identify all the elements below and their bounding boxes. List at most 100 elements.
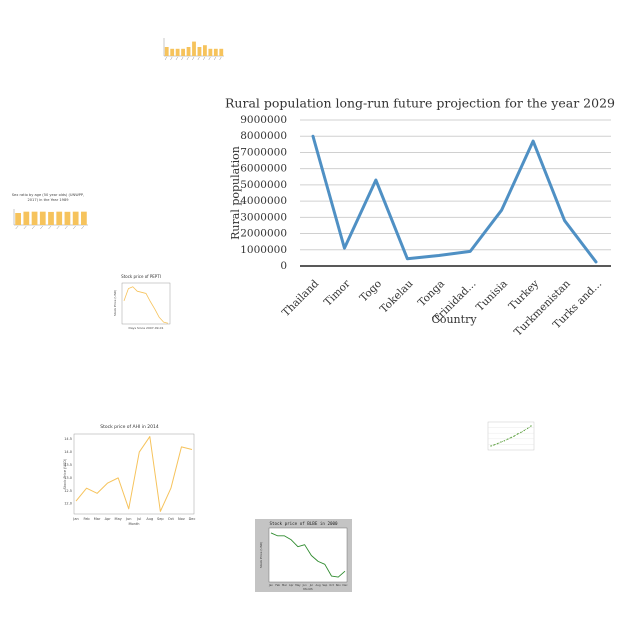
x-tick-mark bbox=[170, 56, 173, 61]
x-tick-label: May bbox=[115, 517, 122, 521]
x-tick-mark bbox=[40, 225, 43, 230]
sex-ratio-title: Sex ratio by age (50 year olds) (UNWPP, … bbox=[11, 193, 85, 202]
y-tick-label: 13.0 bbox=[64, 476, 72, 480]
y-tick-label: 4000000 bbox=[240, 195, 287, 207]
data-point bbox=[520, 431, 522, 434]
y-tick-label: 9000000 bbox=[240, 114, 287, 126]
bar bbox=[186, 47, 191, 56]
x-tick-label: Dec bbox=[342, 583, 348, 587]
ahi-chart: Jan Feb Mar Apr May Jun Jul Aug Sep Oct Nov Dec 12.0… bbox=[63, 433, 195, 526]
y-tick-label: 6000000 bbox=[240, 163, 287, 175]
plot-area bbox=[73, 433, 195, 515]
x-tick-label: Oct bbox=[168, 517, 175, 521]
bar bbox=[39, 211, 46, 225]
green-line-chart bbox=[487, 421, 535, 451]
data-point bbox=[516, 433, 519, 435]
x-tick-mark bbox=[186, 56, 189, 61]
x-tick-label: Jun bbox=[125, 517, 131, 521]
x-tick-mark bbox=[197, 56, 200, 61]
bar bbox=[81, 211, 87, 225]
y-tick-label: 3000000 bbox=[240, 211, 287, 223]
data-point bbox=[500, 441, 502, 443]
x-tick-label: Sep bbox=[322, 583, 327, 587]
x-tick-label: Mar bbox=[282, 583, 288, 587]
bar bbox=[164, 47, 169, 56]
series-line bbox=[311, 134, 598, 264]
data-point bbox=[503, 440, 506, 442]
x-tick-label: Jan bbox=[268, 583, 273, 587]
y-tick-label: 5000000 bbox=[240, 179, 287, 191]
bar bbox=[175, 48, 180, 56]
bar bbox=[192, 41, 196, 56]
pfe-title: Stock price of PEPTI bbox=[121, 274, 161, 279]
bar bbox=[56, 211, 63, 225]
x-tick-label: Jul bbox=[309, 583, 313, 587]
mini-chart-pfe: Stock price of PEPTI Days Since 2007-09-… bbox=[110, 274, 172, 332]
chart-title: Rural population long-run future project… bbox=[225, 96, 615, 111]
bar bbox=[208, 48, 213, 56]
y-tick-label: 12.5 bbox=[64, 489, 72, 493]
blbe-title: Stock price of BLBE in 2000 bbox=[269, 521, 338, 526]
x-tick-mark bbox=[164, 56, 167, 61]
top-bar-chart bbox=[163, 38, 224, 61]
series-line bbox=[270, 532, 346, 578]
data-point bbox=[526, 427, 529, 430]
x-tick-mark bbox=[175, 56, 178, 61]
series-line bbox=[123, 286, 169, 324]
data-point bbox=[513, 435, 516, 437]
x-tick-label: Feb bbox=[83, 517, 90, 521]
y-tick-label: 8000000 bbox=[240, 130, 287, 142]
bar bbox=[181, 48, 185, 56]
bar bbox=[15, 213, 21, 225]
data-point bbox=[506, 438, 509, 440]
x-tick-label: Jul bbox=[136, 517, 141, 521]
bar bbox=[170, 48, 175, 56]
bar bbox=[31, 211, 38, 225]
bar bbox=[48, 211, 54, 225]
x-tick-label: Mar bbox=[94, 517, 101, 521]
bar bbox=[23, 211, 30, 225]
plot-area bbox=[121, 282, 171, 325]
y-axis-label: Stock Price (USD) bbox=[113, 290, 117, 316]
bar bbox=[203, 45, 207, 56]
x-tick-label: Togo bbox=[358, 278, 385, 305]
y-tick-label: 12.0 bbox=[64, 502, 72, 506]
x-tick-label: Turkmenistan bbox=[512, 278, 573, 339]
x-tick-mark bbox=[23, 225, 27, 230]
pfe-chart: Days Since 2007-09-01 Stock Price (USD) bbox=[113, 282, 171, 330]
x-tick-mark bbox=[48, 225, 52, 230]
plot-area bbox=[487, 421, 535, 451]
y-axis-label: Rural population bbox=[229, 146, 242, 240]
y-tick-label: 14.5 bbox=[64, 437, 72, 441]
data-point bbox=[490, 445, 492, 447]
mini-chart-sex-ratio: Sex ratio by age (50 year olds) (UNWPP, … bbox=[10, 193, 90, 238]
x-tick-mark bbox=[213, 56, 217, 61]
x-tick-mark bbox=[64, 225, 68, 230]
x-axis-label: Country bbox=[431, 313, 477, 326]
mini-chart-blbe: Stock price of BLBE in 2000 Jan Feb Mar Apr… bbox=[255, 519, 352, 592]
ahi-title: Stock price of AHI in 2014 bbox=[100, 425, 159, 430]
blbe-chart: Jan Feb Mar Apr May Jun Jul Aug Sep Oct Nov Dec Mont… bbox=[259, 527, 348, 591]
x-tick-mark bbox=[15, 225, 19, 230]
x-tick-label: May bbox=[295, 583, 301, 587]
x-tick-label: Nov bbox=[178, 517, 185, 521]
x-tick-label: Apr bbox=[289, 583, 294, 587]
plot-area bbox=[268, 527, 348, 583]
x-tick-label: Aug bbox=[316, 583, 321, 587]
x-tick-label: Sep bbox=[157, 517, 164, 521]
x-tick-label: Jan bbox=[72, 517, 78, 521]
mini-chart-green bbox=[478, 418, 536, 456]
x-tick-label: Tokelau bbox=[378, 278, 416, 316]
x-tick-label: Jun bbox=[302, 583, 307, 587]
x-tick-label: Timor bbox=[322, 277, 354, 309]
data-point bbox=[510, 436, 512, 439]
bar bbox=[64, 211, 71, 225]
x-tick-mark bbox=[81, 225, 85, 230]
y-axis-label: Stock Price (USD) bbox=[259, 542, 263, 568]
x-tick-mark bbox=[31, 225, 35, 230]
y-tick-label: 7000000 bbox=[240, 146, 287, 158]
x-tick-label: Oct bbox=[329, 583, 334, 587]
mini-chart-ahi: Stock price of AHI in 2014 Jan Feb Mar Apr M… bbox=[62, 423, 197, 528]
series-line bbox=[75, 436, 193, 512]
